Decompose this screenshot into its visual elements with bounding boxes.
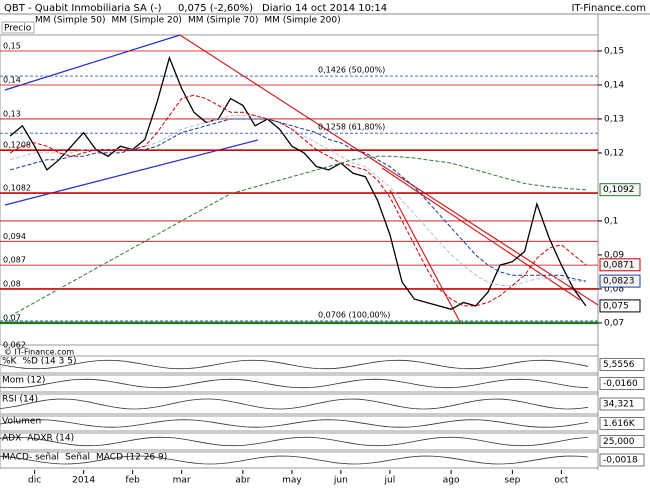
symbol: QBT - Quabit Inmobiliaria SA (-) — [4, 3, 162, 14]
indicator-label: ADX — [2, 434, 21, 444]
indicator-line — [0, 378, 589, 389]
legend-entry: MM (Simple 200) — [264, 16, 340, 26]
panel-frame — [0, 432, 599, 451]
readout-box — [599, 358, 645, 371]
y-tick-label: 0,07 — [604, 318, 624, 328]
y-tick-label: 0,1 — [604, 216, 618, 226]
legend-box — [1, 21, 35, 34]
panel-frame — [0, 451, 599, 469]
last-value-label: 0,1092 — [603, 185, 635, 195]
left-label: 0,1208 — [3, 141, 31, 150]
indicator-readout: 5,5556 — [603, 360, 635, 370]
x-tick-label: may — [282, 476, 302, 486]
legend-entry: MM (Simple 50) — [35, 16, 105, 26]
last-value-label: 0,0823 — [603, 277, 635, 287]
indicator-readout: 34,321 — [603, 400, 635, 410]
quote: 0,075 (-2,60%) — [178, 3, 253, 14]
indicator-readout: 25,000 — [603, 437, 635, 447]
indicator-label: Señal — [65, 453, 90, 463]
panel-frame — [0, 355, 599, 374]
last-value-box — [599, 183, 641, 197]
readout-box — [599, 377, 645, 390]
last-value-label: 0,075 — [603, 301, 629, 311]
last-value-box — [599, 299, 641, 313]
panel-frame — [0, 393, 599, 415]
indicator-label: ADXR (14) — [27, 434, 74, 444]
readout-box — [599, 397, 645, 411]
y-tick-label: 0,09 — [604, 250, 624, 260]
indicator-label: MACD- señal — [2, 453, 59, 463]
x-tick-label: sep — [504, 476, 520, 486]
indicator-readout: 1.616K — [603, 419, 636, 429]
indicator-line — [0, 455, 589, 465]
x-tick-label: abr — [235, 476, 250, 486]
y-tick-label: 0,13 — [604, 114, 624, 124]
x-tick-label: jul — [384, 476, 396, 486]
left-label: 0,087 — [3, 256, 26, 265]
fib-label: 0,0706 (100,00%) — [318, 310, 390, 319]
readout-box — [599, 453, 645, 467]
left-label: 0,062 — [3, 341, 26, 350]
left-label: 0,08 — [3, 279, 21, 288]
indicator-label: RSI (14) — [2, 395, 38, 405]
last-value-label: 0,0871 — [603, 260, 635, 270]
legend-entry: MM (Simple 70) — [188, 16, 258, 26]
left-label: 0,07 — [3, 313, 21, 322]
x-tick-label: 2014 — [72, 476, 95, 486]
fib-label: 0,1426 (50,00%) — [318, 66, 385, 75]
legend-entry: Precio — [4, 24, 32, 34]
x-tick-label: ago — [443, 476, 460, 486]
series-line — [9, 94, 587, 307]
indicator-line — [0, 436, 589, 447]
indicator-label: Mom (12) — [2, 376, 45, 386]
x-tick-label: mar — [173, 476, 191, 486]
series-line — [9, 155, 586, 317]
brand: IT-Finance.com — [571, 3, 646, 14]
indicator-line — [0, 359, 589, 370]
left-label: 0,14 — [3, 75, 21, 84]
left-label: 0,1082 — [3, 184, 31, 193]
x-tick-label: jun — [333, 476, 348, 486]
indicator-readout: -0,0018 — [603, 456, 638, 466]
last-value-box — [599, 274, 641, 288]
y-tick-label: 0,14 — [604, 80, 624, 90]
series-line — [9, 55, 587, 310]
watermark: © IT-Finance.com — [4, 348, 74, 357]
last-value-box — [599, 258, 641, 272]
y-tick-label: 0,08 — [604, 284, 624, 294]
x-tick-label: oct — [554, 476, 568, 486]
readout-box — [599, 417, 645, 430]
indicator-label: MACD (12 26 9) — [96, 453, 167, 463]
indicator-readout: -0,0160 — [603, 379, 638, 389]
indicator-line — [0, 419, 589, 428]
indicator-panels: %K %D (14 3 5) 5,5556 Mom (12) -0,0160 RSI (1… — [0, 355, 645, 469]
indicator-label: %D (14 3 5) — [22, 357, 76, 367]
indicator-line — [0, 398, 589, 410]
readout-box — [599, 435, 645, 448]
datetime: 14 oct 2014 10:14 — [295, 3, 387, 14]
series-line — [9, 115, 586, 286]
left-label: 0,13 — [3, 109, 21, 118]
left-label: 0,15 — [3, 41, 21, 50]
legend-entry: MM (Simple 20) — [111, 16, 181, 26]
indicator-label: Volumen — [2, 417, 41, 427]
indicator-label: %K — [2, 357, 18, 367]
x-tick-label: dic — [28, 476, 41, 486]
y-tick-label: 0,12 — [604, 148, 624, 158]
fib-label: 0,1258 (61,80%) — [318, 123, 385, 132]
panel-frame — [0, 374, 599, 393]
y-tick-label: 0,15 — [604, 46, 624, 56]
period: Diario — [262, 3, 292, 14]
x-tick-label: feb — [125, 476, 140, 486]
left-label: 0,094 — [3, 232, 26, 241]
panel-frame — [0, 415, 599, 432]
series-line — [9, 118, 586, 282]
